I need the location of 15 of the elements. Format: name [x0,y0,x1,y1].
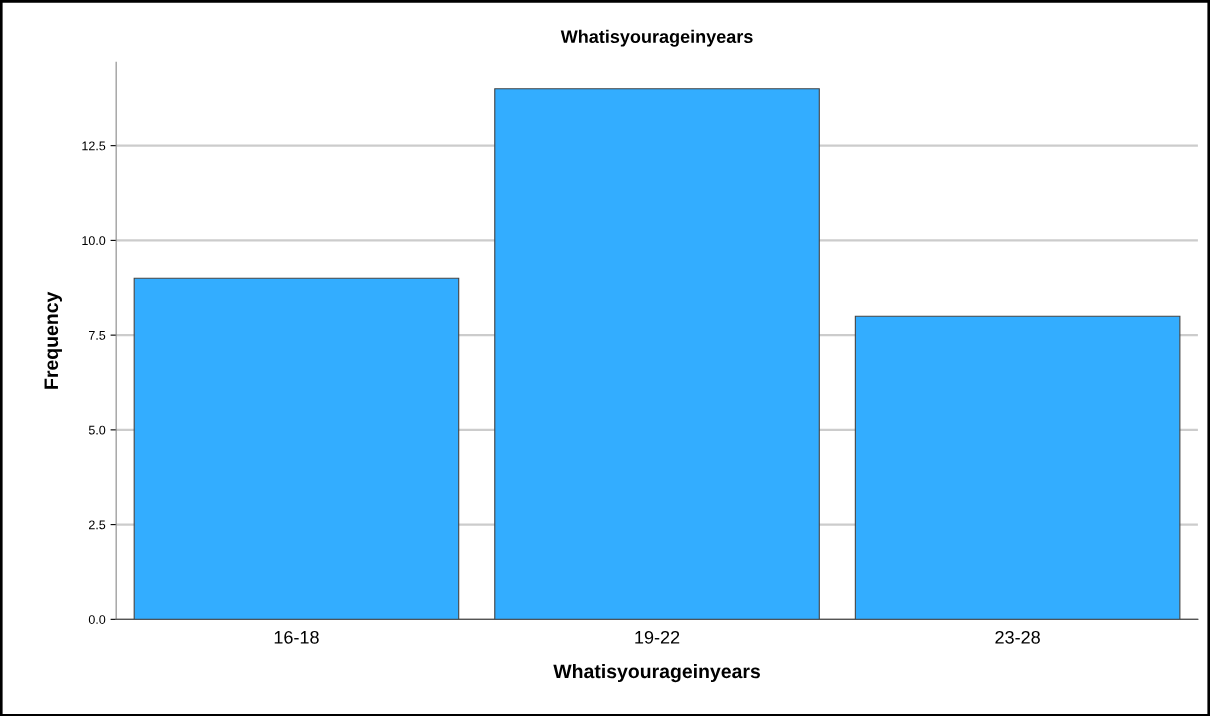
bar [854,315,1181,620]
y-tick-label: 12.5 [82,141,106,151]
x-tick-label: 16-18 [274,630,319,644]
y-tick-label: 5.0 [88,425,106,435]
x-axis-title: Whatisyourageinyears [553,663,760,683]
bar [494,88,820,620]
chart-title: Whatisyourageinyears [560,29,753,47]
y-tick-label: 10.0 [82,236,106,246]
y-tick-label: 2.5 [89,520,106,530]
y-axis-title: Frequency [44,291,62,389]
y-tick-label: 0.0 [88,615,106,624]
x-tick-label: 19-22 [635,630,680,644]
y-tick-label: 7.5 [89,331,106,340]
x-tick-label: 23-28 [995,630,1040,644]
bar [133,277,460,620]
